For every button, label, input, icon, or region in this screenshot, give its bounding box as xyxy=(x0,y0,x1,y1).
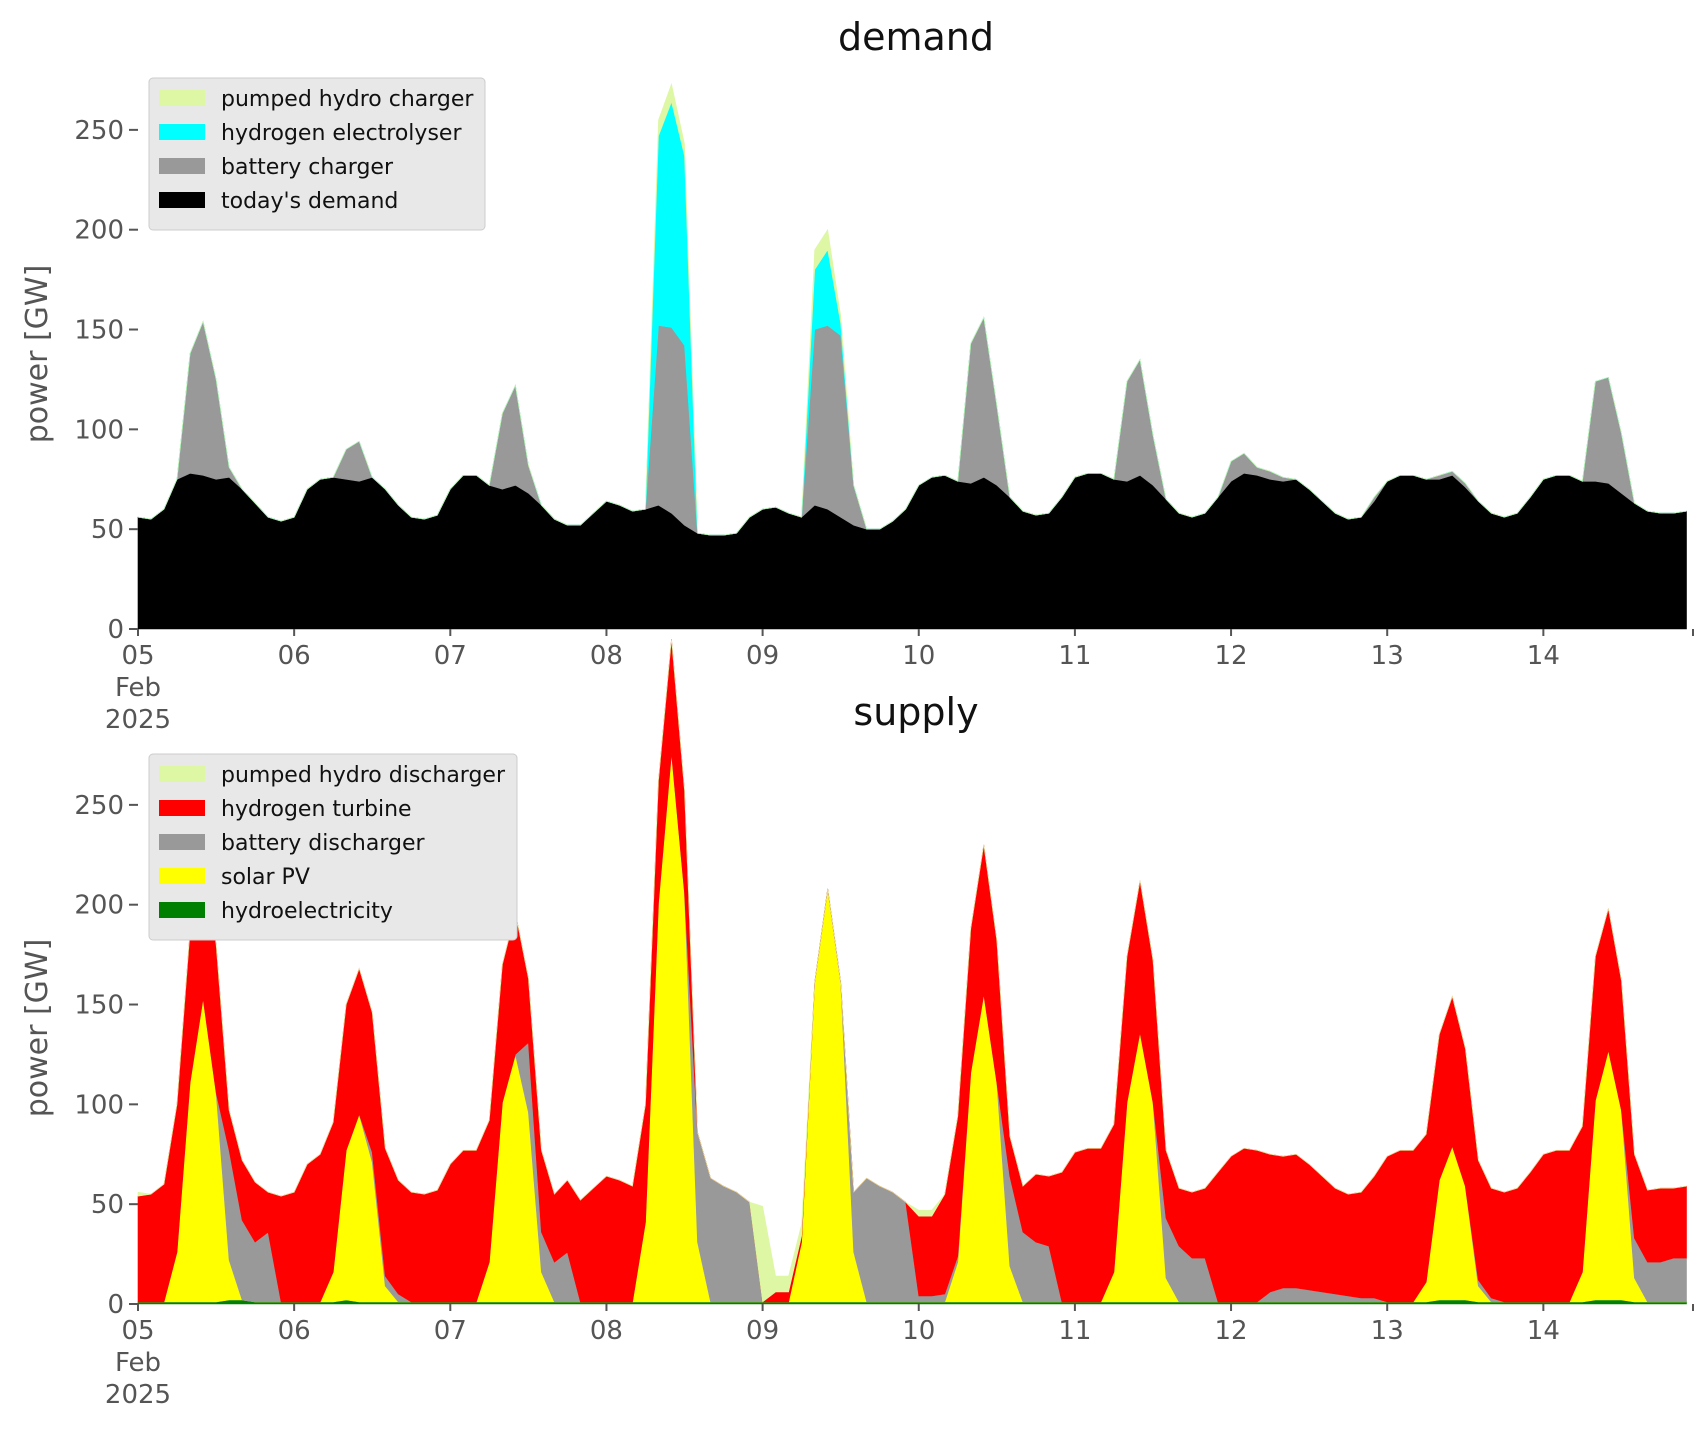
y-tick-label: 150 xyxy=(74,991,124,1021)
y-axis-label: power [GW] xyxy=(20,939,55,1118)
x-tick-label: 10 xyxy=(902,641,935,671)
x-tick-label: 08 xyxy=(590,1316,623,1346)
x-tick-label: 11 xyxy=(1058,641,1091,671)
area-pumped-hydro-discharger xyxy=(137,639,1687,1303)
x-tick-label: 07 xyxy=(434,1316,467,1346)
y-tick-label: 100 xyxy=(74,415,124,445)
x-tick-label: 2025 xyxy=(105,705,171,735)
legend-entry: pumped hydro charger xyxy=(221,87,474,112)
area-layer xyxy=(137,82,1687,630)
y-axis: 0 50 100 150 200 250 xyxy=(74,791,138,1320)
legend-swatch xyxy=(159,902,205,918)
x-tick-label: Feb xyxy=(115,673,161,703)
legend-entry: pumped hydro discharger xyxy=(221,763,506,788)
y-tick-label: 0 xyxy=(107,1290,124,1320)
legend-entry: solar PV xyxy=(221,865,310,890)
legend-swatch xyxy=(159,766,205,782)
x-tick-label: 11 xyxy=(1058,1316,1091,1346)
y-axis-label: power [GW] xyxy=(20,265,55,444)
area-pumped-hydro-charger xyxy=(137,82,1687,536)
legend-swatch xyxy=(159,868,205,884)
chart-title: demand xyxy=(838,15,994,59)
x-tick-label: 13 xyxy=(1371,641,1404,671)
x-tick-label: 06 xyxy=(278,641,311,671)
y-tick-label: 250 xyxy=(74,791,124,821)
x-tick-label: 09 xyxy=(746,641,779,671)
x-tick-label: 05 xyxy=(121,1316,154,1346)
y-tick-label: 150 xyxy=(74,316,124,346)
legend-entry: hydrogen turbine xyxy=(221,797,412,822)
legend-box xyxy=(148,77,486,231)
x-tick-label: 14 xyxy=(1527,1316,1560,1346)
x-tick-label: 09 xyxy=(746,1316,779,1346)
legend-swatch xyxy=(159,158,205,174)
x-tick-label: 12 xyxy=(1215,641,1248,671)
y-tick-label: 200 xyxy=(74,891,124,921)
x-tick-label: 08 xyxy=(590,641,623,671)
legend-entry: battery charger xyxy=(221,155,394,180)
y-tick-label: 250 xyxy=(74,116,124,146)
y-tick-label: 200 xyxy=(74,216,124,246)
legend: pumped hydro discharger hydrogen turbine b… xyxy=(148,753,518,941)
legend-entry: today's demand xyxy=(221,189,398,214)
y-axis: 0 50 100 150 200 250 xyxy=(74,116,138,645)
y-tick-label: 0 xyxy=(107,615,124,645)
legend-swatch xyxy=(159,834,205,850)
x-tick-label: 2025 xyxy=(105,1380,171,1410)
x-tick-label: 12 xyxy=(1215,1316,1248,1346)
legend-entry: hydroelectricity xyxy=(221,899,393,924)
legend-swatch xyxy=(159,90,205,106)
legend-swatch xyxy=(159,192,205,208)
legend-box xyxy=(148,753,518,941)
x-tick-label: 14 xyxy=(1527,641,1560,671)
y-tick-label: 50 xyxy=(91,1190,124,1220)
y-tick-label: 50 xyxy=(91,515,124,545)
legend-entry: battery discharger xyxy=(221,831,426,856)
y-tick-label: 100 xyxy=(74,1090,124,1120)
x-tick-label: 13 xyxy=(1371,1316,1404,1346)
legend-swatch xyxy=(159,800,205,816)
x-tick-label: 07 xyxy=(434,641,467,671)
legend: pumped hydro charger hydrogen electrolyse… xyxy=(148,77,486,231)
area-layer xyxy=(137,639,1687,1305)
x-tick-label: 05 xyxy=(121,641,154,671)
x-tick-label: Feb xyxy=(115,1348,161,1378)
x-tick-label: 10 xyxy=(902,1316,935,1346)
x-tick-label: 06 xyxy=(278,1316,311,1346)
legend-swatch xyxy=(159,124,205,140)
chart-title: supply xyxy=(853,690,978,734)
legend-entry: hydrogen electrolyser xyxy=(221,121,462,146)
